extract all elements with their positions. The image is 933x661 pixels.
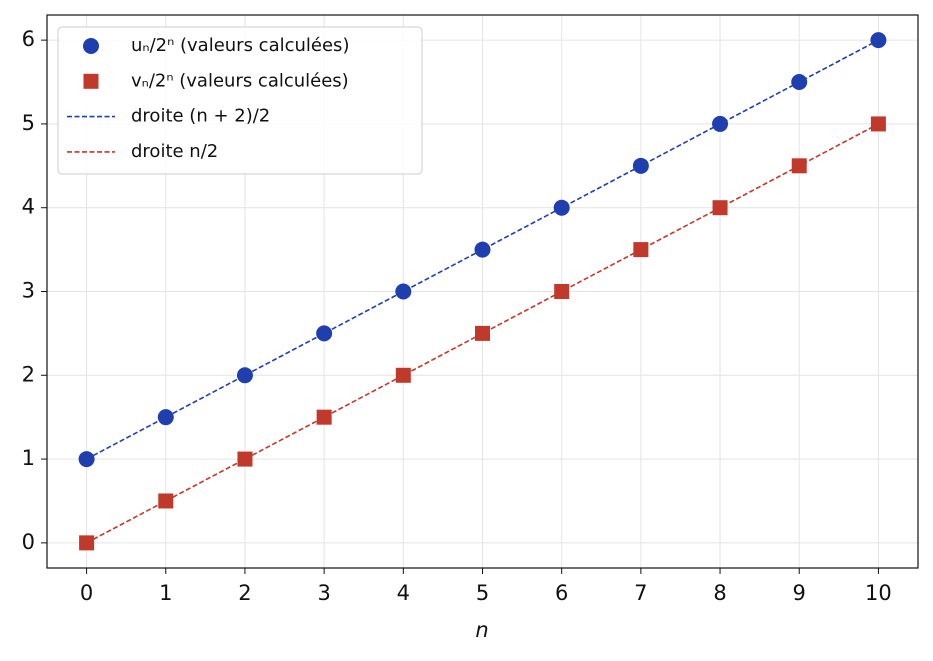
x-tick-label: 6 — [555, 581, 568, 605]
marker — [79, 535, 95, 551]
line — [86, 39, 879, 460]
x-tick-label: 10 — [865, 581, 892, 605]
legend-marker — [83, 38, 99, 54]
marker — [712, 115, 729, 132]
marker — [395, 283, 412, 300]
marker — [157, 409, 174, 426]
legend-label: droite (n + 2)/2 — [131, 106, 270, 127]
x-tick-label: 1 — [159, 581, 172, 605]
y-tick-label: 1 — [22, 446, 35, 470]
marker — [633, 242, 649, 258]
plot-frame — [46, 14, 919, 569]
x-tick-label: 9 — [793, 581, 806, 605]
x-tick-label: 2 — [238, 581, 251, 605]
marker — [553, 199, 570, 216]
x-axis-label: n — [475, 618, 488, 642]
marker — [316, 409, 332, 425]
x-tick-label: 7 — [634, 581, 647, 605]
marker — [237, 451, 253, 467]
marker — [316, 325, 333, 342]
legend: uₙ/2ⁿ (valeurs calculées) vₙ/2ⁿ (valeurs … — [57, 26, 423, 175]
marker — [870, 116, 886, 132]
marker — [236, 367, 253, 384]
legend-box — [57, 26, 423, 175]
marker — [158, 493, 174, 509]
marker — [632, 157, 649, 174]
x-tick-label: 0 — [80, 581, 93, 605]
y-tick-label: 6 — [22, 27, 35, 51]
marker — [712, 200, 728, 216]
x-tick-label: 5 — [476, 581, 489, 605]
marker — [78, 451, 95, 468]
legend-marker — [83, 73, 99, 89]
marker — [791, 158, 807, 174]
legend-label: vₙ/2ⁿ (valeurs calculées) — [131, 70, 349, 91]
x-tick-label: 4 — [397, 581, 410, 605]
marker — [791, 74, 808, 91]
y-tick-label: 3 — [22, 279, 35, 303]
marker — [870, 32, 887, 49]
y-tick-label: 4 — [22, 195, 35, 219]
x-tick-label: 3 — [317, 581, 330, 605]
marker — [475, 325, 490, 341]
y-tick-label: 5 — [22, 111, 35, 135]
marker — [554, 284, 570, 299]
line — [86, 123, 879, 544]
legend-label: uₙ/2ⁿ (valeurs calculées) — [131, 35, 349, 56]
x-tick-label: 8 — [713, 581, 726, 605]
marker — [474, 241, 491, 258]
marker — [395, 367, 411, 383]
y-tick-label: 2 — [22, 362, 35, 386]
legend-label: droite n/2 — [131, 141, 218, 162]
y-tick-label: 0 — [22, 530, 35, 554]
